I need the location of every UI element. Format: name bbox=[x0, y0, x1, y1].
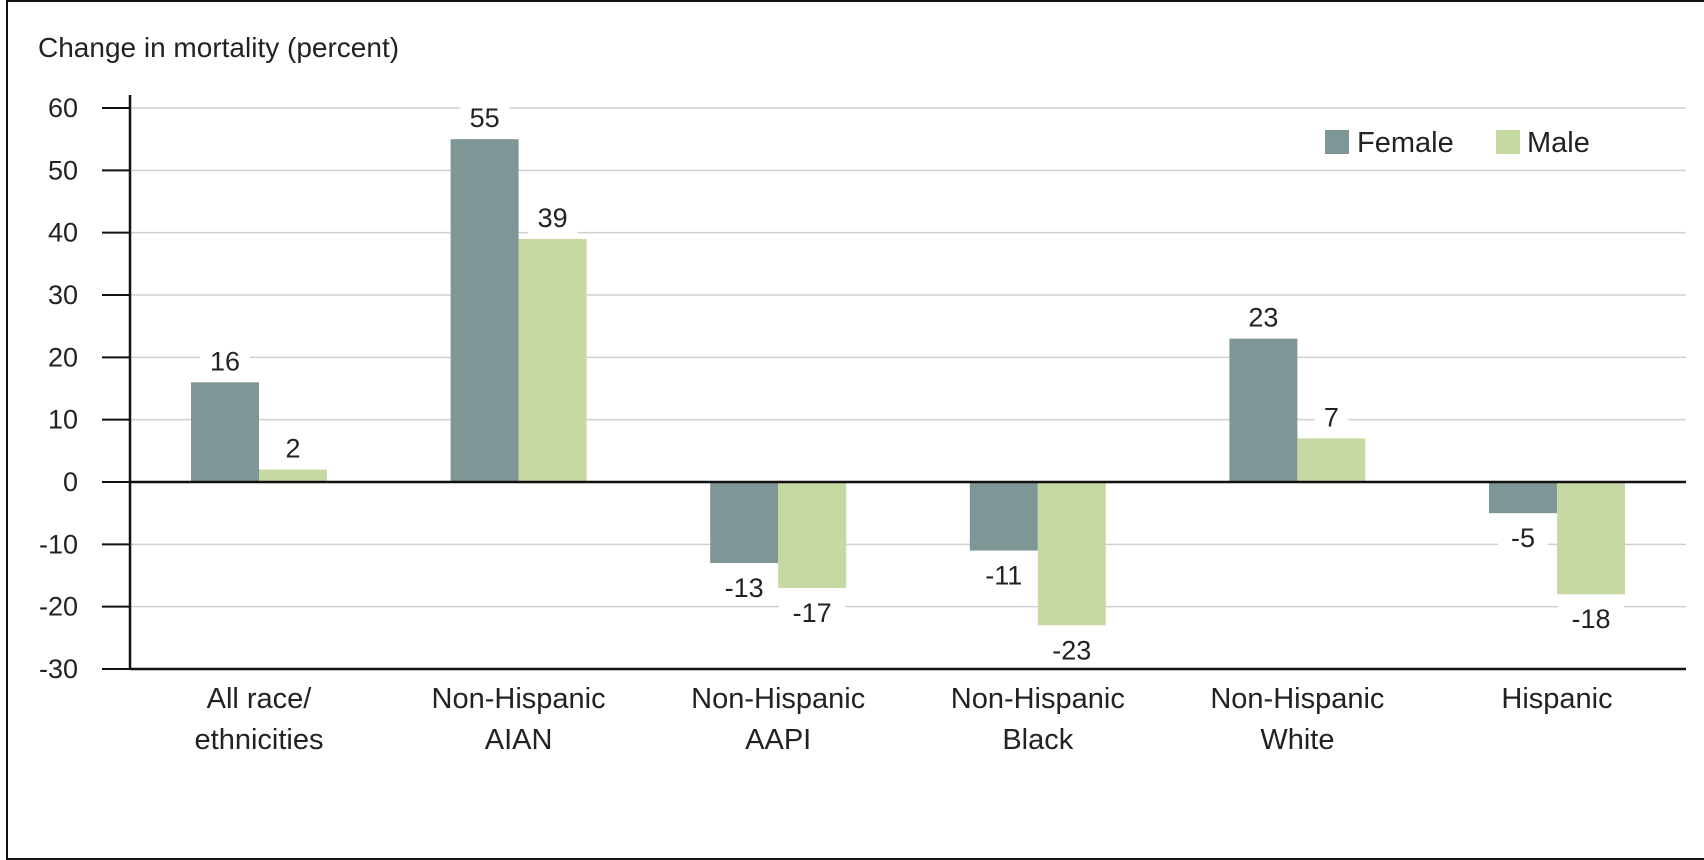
bar-female-0 bbox=[191, 382, 259, 482]
data-label-male-0: 2 bbox=[285, 434, 300, 464]
bar-male-4 bbox=[1297, 438, 1366, 482]
x-tick-label: White bbox=[1260, 724, 1334, 756]
data-label-male-2: -17 bbox=[793, 598, 832, 628]
data-label-male-1: 39 bbox=[538, 203, 568, 233]
bar-female-4 bbox=[1229, 338, 1298, 482]
bar-female-1 bbox=[450, 139, 519, 482]
y-tick-label: -20 bbox=[39, 592, 78, 622]
bar-chart: Change in mortality (percent) 6050403020… bbox=[38, 32, 1686, 756]
bar-male-3 bbox=[1037, 482, 1106, 626]
x-tick-label: ethnicities bbox=[195, 724, 324, 756]
y-tick-label: 50 bbox=[48, 155, 78, 185]
data-label-bg bbox=[1238, 298, 1289, 335]
data-label-female-2: -13 bbox=[725, 573, 764, 603]
x-tick-label: Non-Hispanic bbox=[951, 683, 1125, 715]
x-tick-label: AIAN bbox=[485, 724, 553, 756]
legend-swatch-female bbox=[1325, 130, 1349, 154]
x-tick-label: All race/ bbox=[207, 683, 313, 715]
x-tick-label: Hispanic bbox=[1501, 683, 1612, 715]
x-tick-label: AAPI bbox=[745, 724, 811, 756]
y-tick-label: 60 bbox=[48, 93, 78, 123]
data-label-bg bbox=[970, 556, 1037, 593]
data-label-bg bbox=[711, 569, 778, 606]
y-tick-label: -30 bbox=[39, 654, 78, 684]
data-label-bg bbox=[459, 99, 510, 136]
legend-swatch-male bbox=[1496, 130, 1520, 154]
x-tick-label: Non-Hispanic bbox=[691, 683, 865, 715]
y-tick-label: -10 bbox=[39, 529, 78, 559]
legend-label-female: Female bbox=[1357, 127, 1454, 159]
data-label-female-5: -5 bbox=[1511, 523, 1535, 553]
y-tick-label: 10 bbox=[48, 405, 78, 435]
data-label-female-3: -11 bbox=[985, 561, 1022, 591]
data-label-female-0: 16 bbox=[210, 346, 240, 376]
bar-male-2 bbox=[778, 482, 847, 588]
gridlines bbox=[130, 107, 1686, 608]
bar-male-1 bbox=[518, 238, 587, 482]
x-tick-label: Non-Hispanic bbox=[1210, 683, 1384, 715]
data-label-female-1: 55 bbox=[470, 103, 500, 133]
bar-female-5 bbox=[1489, 482, 1557, 514]
data-label-male-5: -18 bbox=[1571, 604, 1610, 634]
data-label-female-4: 23 bbox=[1248, 303, 1278, 333]
data-labels: 16 2 55 39 -13 -17 -11 -23 23 7 -5 -18 bbox=[200, 99, 1624, 668]
y-axis-ticks: 60 50 40 30 20 10 0 -10 -20 -30 bbox=[39, 93, 130, 684]
data-label-bg bbox=[779, 593, 846, 630]
bar-male-5 bbox=[1557, 482, 1625, 595]
data-label-bg bbox=[527, 198, 578, 235]
x-tick-label: Non-Hispanic bbox=[432, 683, 606, 715]
data-label-bg bbox=[1558, 600, 1624, 637]
axes bbox=[128, 95, 1686, 671]
data-label-bg bbox=[276, 429, 310, 466]
y-tick-label: 40 bbox=[48, 218, 78, 248]
data-label-bg bbox=[200, 342, 250, 379]
bar-female-3 bbox=[969, 482, 1038, 551]
data-label-male-3: -23 bbox=[1052, 635, 1091, 665]
y-tick-label: 30 bbox=[48, 280, 78, 310]
x-axis-labels: All race/ethnicities Non-Hispanic AIAN Non-… bbox=[195, 683, 1613, 756]
data-label-bg bbox=[1498, 519, 1548, 556]
bars bbox=[191, 139, 1625, 626]
y-tick-label: 0 bbox=[63, 467, 78, 497]
legend-label-male: Male bbox=[1527, 127, 1590, 159]
x-tick-label: Black bbox=[1002, 724, 1073, 756]
bar-female-2 bbox=[710, 482, 779, 564]
data-label-male-4: 7 bbox=[1324, 402, 1339, 432]
data-label-bg bbox=[1314, 398, 1349, 435]
y-tick-label: 20 bbox=[48, 342, 78, 372]
bar-male-0 bbox=[259, 469, 327, 482]
data-label-bg bbox=[1038, 631, 1105, 668]
legend: Female Male bbox=[1325, 127, 1590, 159]
y-axis-label: Change in mortality (percent) bbox=[38, 32, 399, 63]
